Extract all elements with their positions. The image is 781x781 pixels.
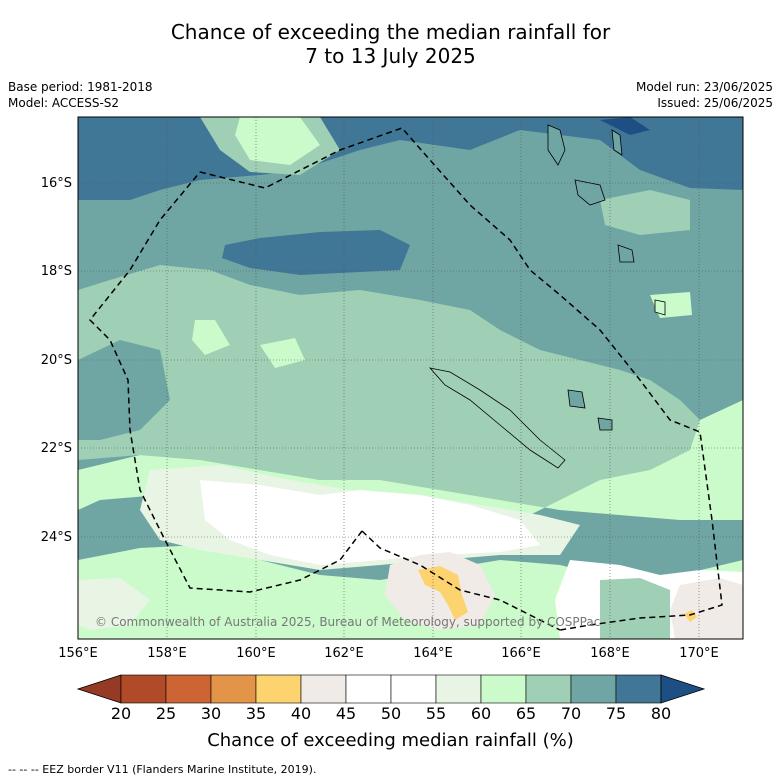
colorbar-tick-label: 70: [560, 704, 582, 723]
lat-label-24s: 24°S: [40, 530, 72, 545]
field-60-65-patch-2: [260, 338, 305, 368]
colorbar-segment: [165, 674, 212, 704]
colorbar: [76, 674, 706, 704]
title-line-1: Chance of exceeding the median rainfall …: [170, 20, 611, 44]
vanuatu-island-5: [654, 299, 666, 316]
loyalty-island-1: [567, 389, 586, 409]
eez-legend-note: -- -- -- EEZ border V11 (Flanders Marine…: [8, 763, 317, 776]
colorbar-segment: [255, 674, 302, 704]
lon-label-162e: 162°E: [324, 646, 364, 661]
colorbar-tick-label: 80: [650, 704, 672, 723]
field-40-45-se: [670, 578, 743, 639]
colorbar-segment: [435, 674, 482, 704]
field-75-80-band: [222, 230, 410, 275]
field-45-55: [200, 480, 540, 565]
field-35-40: [418, 566, 468, 620]
colorbar-tick-label: 60: [470, 704, 492, 723]
colorbar-tick-label: 55: [425, 704, 447, 723]
colorbar-tick-label: 25: [155, 704, 177, 723]
loyalty-island-2: [597, 417, 613, 431]
field-70-75-west: [78, 340, 170, 440]
lon-label-170e: 170°E: [679, 646, 719, 661]
colorbar-tick-label: 30: [200, 704, 222, 723]
model-name: Model: ACCESS-S2: [8, 96, 120, 110]
meta-right: Model run: 23/06/2025 Issued: 25/06/2025: [636, 79, 773, 111]
colorbar-segment: [390, 674, 437, 704]
eez-border-south: [361, 530, 561, 631]
base-period: Base period: 1981-2018: [8, 80, 153, 94]
colorbar-segment: [210, 674, 257, 704]
meta-left: Base period: 1981-2018 Model: ACCESS-S2: [8, 79, 153, 111]
copyright-notice: © Commonwealth of Australia 2025, Bureau…: [95, 615, 601, 629]
field-60-65-patch: [192, 320, 230, 355]
colorbar-segment: [525, 674, 572, 704]
field-65-70-se: [600, 578, 670, 639]
lon-label-156e: 156°E: [58, 646, 98, 661]
vanuatu-island-4: [617, 244, 635, 263]
field-80-plus: [600, 117, 650, 135]
field-55-60-sw: [78, 578, 150, 630]
lon-label-160e: 160°E: [236, 646, 276, 661]
colorbar-tick-label: 35: [245, 704, 267, 723]
colorbar-segment: [300, 674, 347, 704]
lon-label-164e: 164°E: [413, 646, 453, 661]
colorbar-tick-label: 20: [110, 704, 132, 723]
vanuatu-island-2: [574, 179, 606, 206]
lat-label-16s: 16°S: [40, 176, 72, 191]
title-line-2: 7 to 13 July 2025: [305, 44, 476, 68]
colorbar-title: Chance of exceeding median rainfall (%): [207, 730, 574, 751]
field-65-70: [78, 265, 743, 520]
lon-label-168e: 168°E: [590, 646, 630, 661]
lon-label-166e: 166°E: [501, 646, 541, 661]
vanuatu-island-3: [611, 129, 623, 156]
lat-label-20s: 20°S: [40, 353, 72, 368]
colorbar-low-extension: [76, 674, 122, 704]
colorbar-segment: [480, 674, 527, 704]
new-caledonia-island: [428, 367, 566, 469]
colorbar-tick-label: 40: [290, 704, 312, 723]
field-35-40-se: [684, 610, 697, 622]
map-grid: [78, 117, 743, 639]
colorbar-segment: [615, 674, 662, 704]
eez-border: [88, 127, 723, 631]
colorbar-tick-label: 75: [605, 704, 627, 723]
colorbar-tick-label: 65: [515, 704, 537, 723]
map-field: [78, 117, 743, 639]
colorbar-segment: [570, 674, 617, 704]
issued-date: Issued: 25/06/2025: [657, 96, 773, 110]
map-frame: [77, 116, 744, 640]
model-run: Model run: 23/06/2025: [635, 80, 773, 94]
colorbar-high-extension: [660, 674, 706, 704]
colorbar-tick-label: 50: [380, 704, 402, 723]
colorbar-segment: [345, 674, 392, 704]
field-65-70-ne: [600, 190, 690, 235]
field-60-65-band: [78, 400, 743, 540]
lat-label-18s: 18°S: [40, 264, 72, 279]
lat-label-22s: 22°S: [40, 441, 72, 456]
lon-label-158e: 158°E: [147, 646, 187, 661]
colorbar-segment: [120, 674, 167, 704]
vanuatu-island-1: [547, 124, 566, 166]
colorbar-tick-label: 45: [335, 704, 357, 723]
